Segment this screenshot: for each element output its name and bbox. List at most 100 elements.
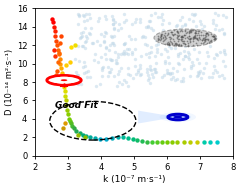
Point [110, 41, 114, 44]
Point [211, 19, 215, 22]
Point [192, 35, 195, 38]
Point [145, 71, 149, 74]
Point [138, 74, 142, 77]
Point [211, 35, 215, 38]
Point [221, 59, 225, 62]
Point [179, 44, 183, 47]
Point [183, 42, 187, 45]
Point [181, 40, 185, 43]
Point [211, 35, 215, 38]
Point [204, 35, 208, 38]
Point [127, 34, 131, 37]
Point [195, 43, 199, 46]
Point [111, 18, 115, 21]
Point [170, 77, 174, 81]
Point [213, 12, 217, 15]
Point [146, 79, 150, 82]
Point [146, 73, 150, 76]
Point [201, 35, 205, 38]
Point [57, 51, 61, 54]
Point [208, 39, 212, 42]
Point [161, 75, 164, 78]
Point [194, 42, 198, 45]
Point [182, 43, 186, 46]
Circle shape [154, 29, 217, 46]
Point [202, 40, 206, 43]
Point [163, 42, 167, 45]
Point [187, 74, 191, 77]
Point [201, 39, 204, 42]
Point [167, 42, 171, 45]
Point [165, 41, 169, 44]
Point [211, 71, 215, 74]
Point [201, 71, 205, 74]
Point [159, 36, 163, 40]
Point [160, 15, 163, 19]
Point [224, 15, 228, 18]
Point [204, 31, 208, 34]
Point [155, 48, 159, 51]
Point [165, 39, 169, 42]
Point [180, 30, 183, 33]
Point [76, 13, 80, 16]
Point [170, 41, 174, 44]
Point [186, 42, 189, 45]
Point [120, 67, 123, 70]
Point [79, 82, 83, 85]
Point [176, 30, 180, 33]
Point [191, 64, 195, 67]
Point [181, 35, 185, 38]
Point [92, 58, 96, 61]
Point [222, 48, 226, 51]
Point [103, 15, 107, 18]
Point [179, 34, 183, 37]
Point [166, 68, 169, 71]
Point [54, 39, 58, 42]
Point [148, 68, 152, 71]
Point [125, 47, 129, 50]
Point [189, 37, 193, 40]
Point [167, 35, 171, 38]
Point [154, 43, 158, 46]
Point [100, 33, 103, 36]
Point [218, 51, 222, 54]
Point [176, 43, 180, 46]
Point [161, 40, 165, 43]
Point [147, 51, 151, 54]
Point [168, 72, 172, 75]
Point [179, 37, 183, 40]
Point [177, 63, 181, 66]
Point [99, 138, 102, 141]
Point [154, 39, 158, 42]
Point [197, 50, 201, 53]
Point [112, 74, 116, 77]
Point [167, 43, 171, 46]
Point [193, 31, 196, 34]
Point [104, 46, 108, 49]
Point [76, 73, 80, 76]
Point [177, 44, 181, 47]
Point [191, 28, 195, 31]
Point [209, 33, 213, 36]
Point [102, 34, 106, 37]
Point [183, 55, 187, 58]
Point [146, 24, 150, 27]
Point [72, 127, 76, 130]
Circle shape [160, 112, 196, 122]
Point [170, 140, 174, 143]
Point [154, 62, 158, 65]
Point [69, 122, 73, 125]
Point [184, 31, 188, 34]
Point [163, 47, 167, 50]
Point [171, 38, 175, 41]
Point [63, 90, 67, 93]
Point [189, 30, 193, 33]
Point [154, 55, 157, 58]
Point [197, 30, 201, 33]
Point [169, 30, 173, 33]
Point [163, 60, 167, 63]
Point [95, 39, 99, 42]
Point [77, 15, 81, 18]
Point [158, 36, 162, 39]
Point [169, 36, 173, 39]
